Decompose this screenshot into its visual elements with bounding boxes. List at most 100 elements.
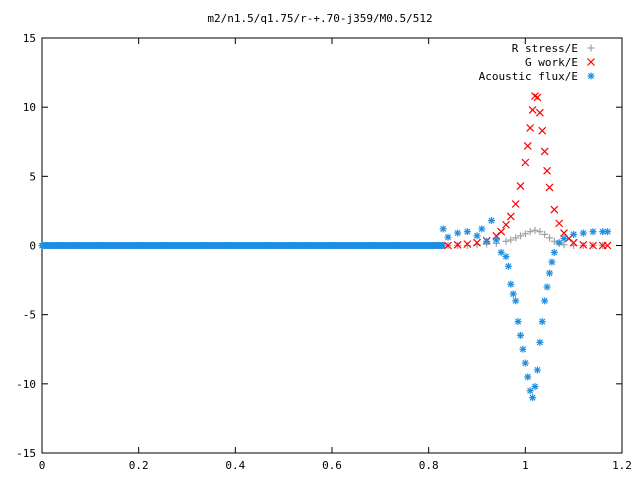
data-point: [548, 258, 556, 266]
data-point: [538, 318, 546, 326]
data-point: [488, 217, 495, 225]
data-point: [511, 200, 520, 208]
data-point: [453, 240, 462, 249]
data-point: [579, 229, 587, 237]
baseline-point: [439, 242, 447, 249]
data-point: [473, 232, 481, 240]
data-point: [570, 230, 578, 238]
x-axis: 0 0.2 0.4 0.6 0.8 1 1.2: [39, 38, 632, 472]
data-point: [603, 241, 612, 250]
data-point: [543, 166, 552, 175]
data-point: [507, 280, 515, 288]
data-point: [523, 141, 532, 150]
y-tick-label: -5: [23, 309, 36, 322]
data-point: [560, 235, 568, 243]
data-point: [579, 240, 588, 249]
data-point: [536, 338, 544, 346]
data-point: [541, 230, 549, 238]
data-point: [497, 248, 505, 256]
legend-label: G work/E: [525, 56, 578, 69]
data-point: [545, 183, 554, 192]
data-point: [478, 225, 486, 233]
y-tick-label: -15: [16, 447, 36, 460]
data-point: [546, 234, 553, 242]
data-point: [526, 228, 534, 236]
legend-label: Acoustic flux/E: [479, 70, 578, 83]
data-point: [509, 290, 517, 298]
data-point: [540, 147, 549, 156]
data-point: [543, 283, 551, 291]
y-tick-label: 5: [29, 170, 36, 183]
x-tick-label: 0.2: [129, 459, 149, 472]
data-point: [550, 237, 558, 245]
x-tick-label: 0.8: [419, 459, 439, 472]
data-point: [531, 226, 539, 234]
series-1: [444, 92, 612, 250]
data-point: [589, 228, 597, 236]
y-tick-label: 0: [29, 240, 36, 253]
data-point: [483, 237, 491, 245]
data-point: [526, 387, 534, 395]
y-tick-label: -10: [16, 378, 36, 391]
x-tick-label: 0: [39, 459, 46, 472]
data-point: [550, 248, 558, 256]
data-point: [463, 242, 471, 249]
data-point: [463, 240, 472, 249]
series-layer: [38, 92, 612, 402]
data-point: [502, 253, 510, 261]
legend-marker: [587, 58, 595, 66]
x-tick-label: 0.6: [322, 459, 342, 472]
data-point: [444, 241, 452, 250]
data-point: [535, 108, 544, 117]
data-point: [497, 227, 506, 236]
data-point: [569, 238, 578, 247]
data-point: [555, 219, 564, 228]
data-point: [533, 366, 541, 374]
data-point: [524, 373, 532, 381]
data-point: [512, 234, 520, 242]
data-point: [517, 232, 524, 240]
baseline-series: [38, 242, 447, 249]
legend-label: R stress/E: [512, 42, 578, 55]
data-point: [538, 126, 547, 135]
data-point: [521, 158, 530, 167]
data-point: [521, 230, 529, 238]
data-point: [512, 297, 520, 305]
data-point: [454, 229, 462, 237]
data-point: [516, 182, 525, 190]
data-point: [506, 212, 515, 221]
data-point: [502, 220, 510, 229]
data-point: [502, 237, 510, 245]
data-point: [529, 394, 537, 402]
data-point: [517, 331, 524, 339]
x-tick-label: 1: [522, 459, 529, 472]
data-point: [555, 239, 563, 247]
x-tick-label: 0.4: [225, 459, 245, 472]
data-point: [541, 297, 549, 305]
data-point: [439, 225, 447, 233]
data-point: [444, 233, 452, 241]
data-point: [528, 106, 537, 114]
y-tick-label: 10: [23, 101, 36, 114]
data-point: [604, 228, 611, 236]
data-point: [492, 236, 500, 244]
y-axis: -15 -10 -5 0 5 10 15: [16, 32, 622, 460]
data-point: [589, 241, 597, 250]
x-tick-label: 1.2: [612, 459, 632, 472]
data-point: [504, 262, 512, 270]
data-point: [531, 92, 539, 101]
data-point: [546, 269, 553, 277]
data-point: [550, 205, 559, 214]
data-point: [473, 238, 481, 247]
data-point: [519, 345, 527, 353]
data-point: [521, 359, 529, 367]
legend-marker: [587, 44, 595, 52]
data-point: [514, 318, 522, 326]
series-2: [439, 217, 611, 402]
data-point: [536, 228, 544, 236]
y-tick-label: 15: [23, 32, 36, 45]
chart-title: m2/n1.5/q1.75/r-+.70-j359/M0.5/512: [207, 12, 432, 25]
legend-marker: [587, 72, 595, 80]
